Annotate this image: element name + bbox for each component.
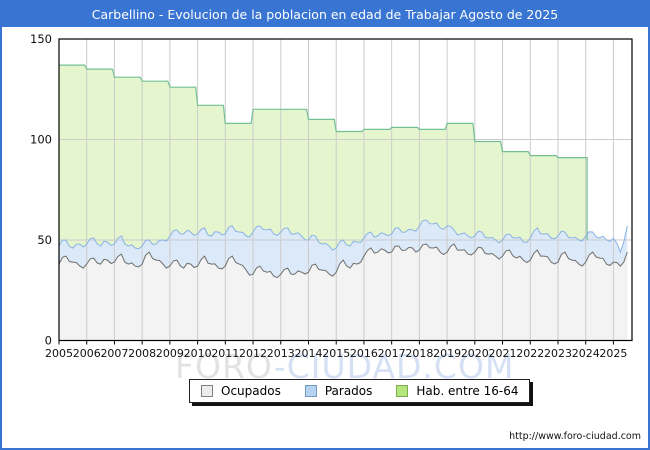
legend-label-ocupados: Ocupados (221, 384, 281, 398)
x-tick-label: 2017 (378, 347, 406, 360)
x-tick-label: 2022 (516, 347, 544, 360)
x-tick-label: 2024 (572, 347, 600, 360)
x-tick-label: 2013 (267, 347, 295, 360)
x-tick-label: 2014 (294, 347, 322, 360)
legend-label-parados: Parados (324, 384, 373, 398)
x-tick-label: 2012 (239, 347, 267, 360)
y-tick-label: 0 (45, 334, 52, 348)
x-tick-label: 2025 (599, 347, 627, 360)
x-tick-label: 2020 (461, 347, 489, 360)
legend-swatch-parados (304, 385, 317, 397)
x-tick-label: 2007 (100, 347, 128, 360)
x-tick-label: 2010 (184, 347, 212, 360)
watermark-part1: FORO (175, 347, 274, 386)
x-tick-label: 2018 (405, 347, 433, 360)
x-tick-label: 2015 (322, 347, 350, 360)
line-ocupados (58, 243, 628, 279)
legend: Ocupados Parados Hab. entre 16-64 (189, 379, 531, 403)
y-tick-label: 50 (37, 233, 52, 247)
legend-item-hab-16-64: Hab. entre 16-64 (396, 384, 518, 398)
line-parados (58, 219, 628, 254)
legend-swatch-ocupados (201, 385, 213, 397)
x-tick-label: 2006 (73, 347, 101, 360)
area-ocupados (59, 244, 628, 341)
watermark: FORO-CIUDAD.COM (175, 350, 514, 383)
title-bar: Carbellino - Evolucion de la poblacion e… (2, 2, 648, 27)
legend-item-ocupados: Ocupados (201, 384, 281, 398)
legend-item-parados: Parados (304, 384, 373, 398)
x-tick-label: 2023 (544, 347, 572, 360)
watermark-part2: -CIUDAD.COM (273, 347, 515, 386)
plot-border (58, 38, 633, 342)
x-tick-label: 2009 (156, 347, 184, 360)
y-tick-label: 150 (30, 32, 52, 46)
x-tick-label: 2011 (211, 347, 239, 360)
x-tick-label: 2008 (128, 347, 156, 360)
x-tick-label: 2021 (489, 347, 517, 360)
line-hab-16-64 (59, 64, 588, 240)
legend-label-hab-16-64: Hab. entre 16-64 (416, 384, 519, 398)
x-tick-label: 2016 (350, 347, 378, 360)
y-tick-label: 100 (30, 133, 52, 147)
x-tick-label: 2019 (433, 347, 461, 360)
legend-swatch-hab-16-64 (396, 385, 409, 397)
footer-url: http://www.foro-ciudad.com (509, 431, 641, 442)
x-tick-label: 2005 (45, 347, 73, 360)
